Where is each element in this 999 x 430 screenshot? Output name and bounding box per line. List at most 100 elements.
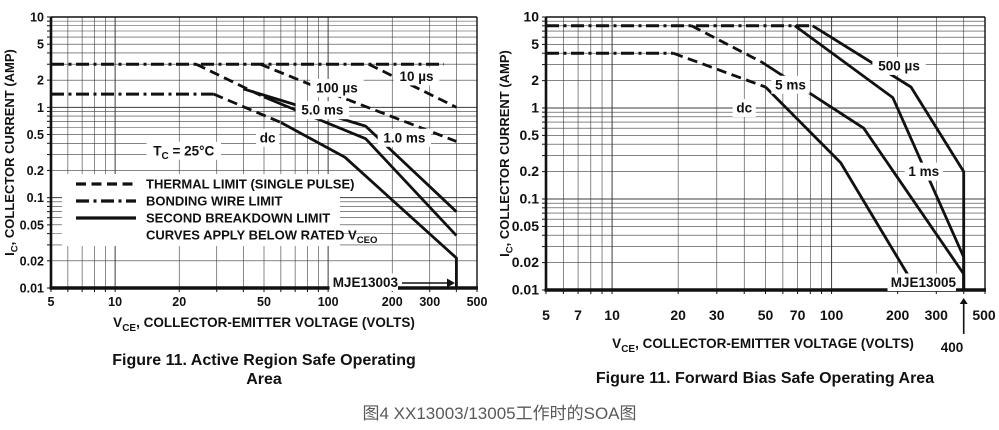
curve-thermal-limit-100us bbox=[259, 62, 457, 143]
y-tick-label: 0.1 bbox=[520, 191, 540, 207]
device-arrow-head bbox=[447, 278, 455, 288]
label-10us: 10 µs bbox=[399, 69, 433, 84]
x-tick-label: 50 bbox=[758, 307, 774, 323]
curve-thermal-limit-5ms bbox=[195, 62, 265, 99]
x-tick-label: 500 bbox=[467, 295, 488, 309]
label-dc-halo bbox=[732, 99, 756, 117]
curve-dc-second-breakdown bbox=[280, 121, 458, 288]
label-10us-halo bbox=[393, 67, 440, 86]
y-tick-label: 10 bbox=[30, 11, 44, 25]
soa-charts: 10 µs 100 µs 5.0 ms 1.0 ms dc TC = 25°C THERMA… bbox=[2, 9, 996, 389]
label-1ms-halo bbox=[904, 162, 943, 181]
up-arrow-head bbox=[959, 298, 968, 304]
label-1ms: 1 ms bbox=[908, 164, 939, 179]
label-5ms: 5 ms bbox=[775, 77, 806, 92]
curve-labels: 5 ms 500 µs dc 1 ms bbox=[732, 56, 943, 181]
curve-labels: 10 µs 100 µs 5.0 ms 1.0 ms dc TC = 25°C bbox=[146, 67, 440, 162]
x-tick-label: 5 bbox=[542, 307, 550, 323]
device-label-halo bbox=[329, 273, 398, 291]
y-tick-label: 0.01 bbox=[20, 282, 44, 296]
y-tick-label: 0.02 bbox=[20, 254, 44, 268]
chart-title: Figure 11. Forward Bias Safe Operating A… bbox=[596, 370, 934, 387]
tick-labels: 5 10 20 50 100 200 300 500 10 5 2 1 0.5 0.2 0.1 0.05 0.0… bbox=[20, 11, 488, 310]
x-tick-label: 10 bbox=[108, 295, 122, 309]
device-label: MJE13003 bbox=[333, 275, 399, 290]
y-tick-label: 2 bbox=[37, 74, 44, 88]
y-tick-label: 10 bbox=[523, 9, 539, 25]
y-tick-label: 2 bbox=[531, 72, 539, 88]
curve-second-breakdown-500us bbox=[811, 24, 966, 290]
legend-item-label: THERMAL LIMIT (SINGLE PULSE) bbox=[146, 177, 354, 192]
y-tick-label: 5 bbox=[37, 38, 44, 52]
legend: THERMAL LIMIT (SINGLE PULSE) BONDING WIRE… bbox=[62, 174, 378, 246]
y-tick-label: 1 bbox=[37, 101, 44, 115]
curve-second-breakdown-5ms bbox=[760, 60, 966, 290]
curve-dc-thermal bbox=[672, 51, 766, 89]
label-dc-halo bbox=[256, 128, 280, 147]
x-tick-label: 100 bbox=[820, 307, 844, 323]
plot-border bbox=[49, 16, 478, 290]
label-500us-halo bbox=[872, 56, 926, 75]
x-note-400: 400 bbox=[941, 298, 968, 355]
figure-caption: 图4 XX13003/13005工作时的SOA图 bbox=[362, 404, 637, 423]
x-axis-label: VCE, COLLECTOR-EMITTER VOLTAGE (VOLTS) bbox=[113, 315, 415, 334]
y-tick-label: 0.5 bbox=[27, 128, 44, 142]
device-callout: MJE13005 bbox=[887, 273, 957, 291]
label-5ms-halo bbox=[771, 75, 810, 94]
curves bbox=[546, 24, 966, 291]
y-tick-label: 1 bbox=[531, 100, 539, 116]
label-5ms-halo bbox=[295, 101, 350, 120]
x-tick-label: 30 bbox=[709, 307, 725, 323]
y-tick-label: 0.02 bbox=[512, 254, 539, 270]
x-tick-label: 50 bbox=[257, 295, 271, 309]
y-tick-label: 0.05 bbox=[20, 218, 44, 232]
y-tick-label: 0.05 bbox=[512, 218, 539, 234]
curve-thermal-limit-10us bbox=[368, 62, 458, 109]
x-tick-label: 20 bbox=[670, 307, 686, 323]
x-tick-label: 500 bbox=[972, 307, 996, 323]
curve-dc-second-breakdown bbox=[764, 86, 919, 291]
x-tick-label: 7 bbox=[574, 307, 582, 323]
curve-second-breakdown-1ms bbox=[242, 87, 458, 213]
y-tick-label: 0.2 bbox=[520, 163, 540, 179]
device-label: MJE13005 bbox=[891, 275, 957, 290]
y-tick-label: 5 bbox=[531, 36, 539, 52]
y-tick-label: 0.1 bbox=[27, 191, 44, 205]
y-tick-label: 0.2 bbox=[27, 164, 44, 178]
legend-item-label: SECOND BREAKDOWN LIMIT bbox=[146, 211, 330, 226]
label-tc-halo bbox=[146, 141, 222, 160]
x-tick-label: 20 bbox=[172, 295, 186, 309]
axis-titles: VCE, COLLECTOR-EMITTER VOLTAGE (VOLTS) IC… bbox=[2, 49, 415, 334]
grid bbox=[47, 16, 478, 292]
chart-title: Figure 11. Active Region Safe Operating bbox=[112, 352, 415, 369]
label-1ms-halo bbox=[377, 128, 432, 147]
x-tick-label: 100 bbox=[318, 295, 339, 309]
x-tick-label: 70 bbox=[790, 307, 806, 323]
x-tick-label: 10 bbox=[604, 307, 620, 323]
label-5ms: 5.0 ms bbox=[301, 103, 343, 118]
x-note-label: 400 bbox=[941, 340, 964, 355]
y-axis-label: IC, COLLECTOR CURRENT (AMP) bbox=[497, 50, 516, 257]
label-dc: dc bbox=[736, 101, 752, 116]
chart-title: Area bbox=[246, 371, 282, 388]
label-100us: 100 µs bbox=[316, 80, 358, 95]
x-tick-label: 200 bbox=[886, 307, 910, 323]
x-axis-label: VCE, COLLECTOR-EMITTER VOLTAGE (VOLTS) bbox=[612, 336, 914, 355]
axis-titles: VCE, COLLECTOR-EMITTER VOLTAGE (VOLTS) IC… bbox=[497, 50, 914, 355]
label-1ms: 1.0 ms bbox=[383, 130, 425, 145]
legend-background bbox=[62, 174, 340, 246]
x-tick-label: 300 bbox=[419, 295, 440, 309]
label-tc: TC = 25°C bbox=[153, 143, 214, 162]
y-tick-label: 0.01 bbox=[512, 282, 539, 298]
legend-item-label: BONDING WIRE LIMIT bbox=[146, 194, 283, 209]
x-tick-label: 300 bbox=[925, 307, 949, 323]
soa-chart-mje13005: 5 ms 500 µs dc 1 ms MJE13005 400 5 7 10 20 30 50 70 1… bbox=[497, 9, 996, 388]
y-tick-label: 0.5 bbox=[520, 127, 540, 143]
tick-labels: 5 7 10 20 30 50 70 100 200 300 500 10 5 2 1 0.5 0.2 0.1 0.… bbox=[512, 9, 996, 324]
label-dc: dc bbox=[260, 130, 276, 145]
device-callout: MJE13003 bbox=[329, 273, 455, 291]
device-label-halo bbox=[887, 273, 956, 291]
y-axis-label: IC, COLLECTOR CURRENT (AMP) bbox=[2, 49, 21, 256]
curve-dc-thermal bbox=[213, 92, 282, 124]
